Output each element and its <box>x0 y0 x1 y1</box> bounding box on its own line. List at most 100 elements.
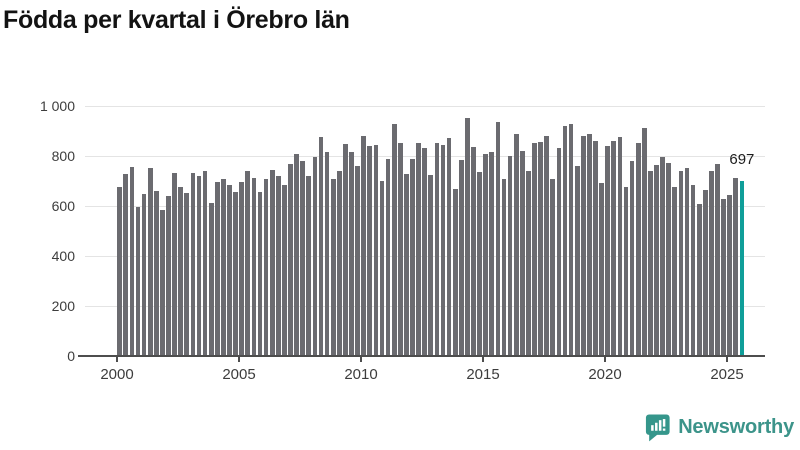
x-tick-label: 2020 <box>588 366 622 383</box>
bar <box>410 159 415 355</box>
y-tick-label: 400 <box>51 248 75 264</box>
bar <box>678 171 684 355</box>
bar <box>599 183 604 355</box>
bar <box>556 148 562 355</box>
newsworthy-logo-link[interactable]: Newsworthy <box>645 413 794 442</box>
bar <box>312 157 318 355</box>
bar <box>282 185 287 355</box>
bar <box>721 199 726 355</box>
bar <box>349 152 354 355</box>
bar <box>233 191 238 355</box>
bar <box>123 174 129 355</box>
bar <box>221 179 226 355</box>
bar <box>568 124 574 355</box>
bar <box>306 175 312 355</box>
plot-area: 2000 2005 2010 2015 2020 2025 697 <box>78 106 765 383</box>
bar <box>153 191 159 355</box>
bar <box>574 166 580 355</box>
bar <box>709 170 714 355</box>
bar <box>239 182 245 355</box>
bar <box>629 161 635 355</box>
bar <box>696 203 702 355</box>
bar <box>361 136 367 355</box>
gridline <box>85 106 765 107</box>
bar <box>397 143 403 355</box>
bar <box>526 171 531 355</box>
y-tick-label: 600 <box>51 198 75 214</box>
newsworthy-wordmark: Newsworthy <box>678 416 794 438</box>
bar <box>641 128 647 355</box>
x-axis-line <box>78 355 765 357</box>
bar <box>690 185 696 355</box>
bar <box>501 179 507 355</box>
x-tick-label: 2015 <box>466 366 500 383</box>
y-tick-label: 200 <box>51 298 75 314</box>
bar <box>135 207 141 355</box>
bar <box>294 154 299 355</box>
x-tick <box>116 357 118 362</box>
bar <box>513 134 519 355</box>
bar <box>343 144 348 355</box>
x-tick <box>360 357 362 362</box>
bar <box>184 193 190 355</box>
bar <box>654 165 659 355</box>
bar <box>623 187 629 355</box>
bar <box>330 179 336 355</box>
bar <box>593 140 598 355</box>
bar <box>434 143 440 355</box>
bar <box>178 187 184 355</box>
bar <box>702 189 708 355</box>
bar <box>160 209 165 355</box>
bar <box>300 160 306 355</box>
bar <box>251 178 257 355</box>
x-tick <box>604 357 606 362</box>
bar <box>416 143 421 355</box>
bar <box>196 175 202 355</box>
bar <box>318 137 324 355</box>
bar <box>190 173 196 355</box>
bar <box>379 180 385 355</box>
newsworthy-icon <box>646 414 670 442</box>
bar <box>465 118 470 355</box>
x-tick-label: 2005 <box>222 366 256 383</box>
bar <box>672 187 678 355</box>
bar <box>428 174 434 355</box>
bar <box>458 159 464 355</box>
bar <box>519 150 525 355</box>
bar <box>440 144 446 355</box>
bar <box>147 168 153 355</box>
y-tick-label: 1 000 <box>39 98 75 114</box>
bar <box>391 124 397 355</box>
x-tick-label: 2025 <box>710 366 744 383</box>
bar <box>324 152 330 355</box>
bar <box>666 163 672 355</box>
bar <box>538 142 543 355</box>
bar <box>367 146 373 355</box>
bar <box>355 165 360 355</box>
bar <box>214 182 220 355</box>
bar <box>422 148 428 355</box>
bar <box>739 180 745 355</box>
bar <box>580 136 586 355</box>
bar <box>446 138 452 355</box>
bar <box>544 135 550 355</box>
bar <box>227 185 232 355</box>
bar <box>605 146 611 355</box>
x-tick <box>482 357 484 362</box>
bar <box>477 172 482 355</box>
bar <box>660 157 665 355</box>
bar <box>495 122 501 355</box>
bar <box>385 159 391 355</box>
bar <box>117 187 123 355</box>
bar <box>587 134 592 355</box>
bar <box>202 170 208 355</box>
bar <box>129 167 135 355</box>
bar <box>141 194 147 355</box>
bar <box>172 173 177 355</box>
bar <box>269 170 275 355</box>
bar <box>715 163 720 355</box>
bar <box>208 203 214 355</box>
bar <box>166 196 171 355</box>
last-value-label: 697 <box>729 151 755 168</box>
